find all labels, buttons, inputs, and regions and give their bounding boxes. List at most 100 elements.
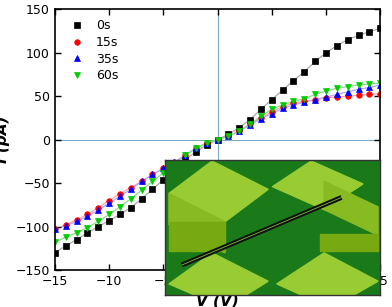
- 35s: [118, 194, 122, 198]
- 60s: [53, 240, 57, 244]
- Line: 60s: 60s: [52, 80, 383, 245]
- 15s: [139, 180, 144, 183]
- 15s: [150, 173, 155, 176]
- 15s: [194, 146, 198, 150]
- 60s: [237, 129, 241, 133]
- 15s: [248, 122, 252, 126]
- 0s: [302, 70, 307, 74]
- 60s: [96, 220, 101, 223]
- Polygon shape: [272, 161, 363, 210]
- 15s: [107, 199, 111, 202]
- Line: 0s: 0s: [52, 25, 383, 255]
- Legend: 0s, 15s, 35s, 60s: 0s, 15s, 35s, 60s: [61, 15, 122, 86]
- 60s: [226, 134, 231, 138]
- 35s: [107, 201, 111, 205]
- 60s: [64, 235, 68, 239]
- 60s: [378, 81, 383, 85]
- 0s: [215, 138, 220, 142]
- 15s: [129, 186, 133, 189]
- 60s: [107, 213, 111, 216]
- 0s: [226, 133, 231, 136]
- 0s: [74, 238, 79, 242]
- 35s: [248, 123, 252, 127]
- 0s: [378, 26, 383, 30]
- 35s: [215, 138, 220, 142]
- Polygon shape: [169, 253, 268, 307]
- 35s: [85, 214, 90, 218]
- X-axis label: V (V): V (V): [196, 293, 239, 307]
- 35s: [313, 98, 318, 102]
- 0s: [280, 88, 285, 92]
- 60s: [356, 83, 361, 87]
- 35s: [139, 180, 144, 183]
- 60s: [204, 141, 209, 145]
- 35s: [150, 173, 155, 176]
- 35s: [204, 141, 209, 145]
- Polygon shape: [169, 161, 268, 222]
- 0s: [367, 30, 372, 34]
- 60s: [248, 122, 252, 126]
- 15s: [378, 92, 383, 95]
- 60s: [215, 138, 220, 142]
- 0s: [183, 158, 187, 161]
- 60s: [302, 97, 307, 101]
- 60s: [291, 99, 296, 103]
- 60s: [367, 82, 372, 86]
- 0s: [324, 51, 328, 55]
- 15s: [334, 95, 339, 99]
- 0s: [53, 251, 57, 255]
- Line: 15s: 15s: [52, 91, 383, 232]
- 60s: [129, 197, 133, 201]
- 15s: [64, 223, 68, 227]
- 35s: [53, 227, 57, 231]
- 35s: [259, 117, 263, 121]
- 15s: [204, 141, 209, 145]
- 60s: [324, 89, 328, 93]
- 0s: [237, 126, 241, 129]
- 0s: [248, 118, 252, 122]
- 35s: [291, 103, 296, 107]
- 0s: [356, 33, 361, 37]
- 60s: [172, 162, 176, 166]
- 0s: [64, 244, 68, 248]
- 60s: [74, 231, 79, 235]
- 15s: [118, 192, 122, 196]
- 35s: [129, 187, 133, 191]
- 60s: [183, 154, 187, 157]
- 15s: [96, 206, 101, 209]
- 0s: [334, 44, 339, 48]
- 0s: [345, 38, 350, 41]
- 15s: [161, 166, 166, 170]
- 35s: [378, 83, 383, 87]
- 60s: [85, 226, 90, 229]
- 35s: [302, 100, 307, 104]
- 35s: [226, 134, 231, 138]
- 15s: [226, 134, 231, 138]
- 35s: [161, 166, 166, 170]
- 15s: [172, 161, 176, 164]
- Polygon shape: [320, 234, 378, 251]
- Polygon shape: [324, 181, 378, 235]
- 15s: [345, 94, 350, 98]
- 15s: [302, 99, 307, 103]
- Y-axis label: I (pA): I (pA): [0, 116, 10, 163]
- 35s: [64, 224, 68, 228]
- 35s: [345, 90, 350, 94]
- 0s: [107, 219, 111, 222]
- 35s: [334, 93, 339, 96]
- 15s: [53, 227, 57, 231]
- 0s: [118, 213, 122, 216]
- 15s: [269, 110, 274, 114]
- 0s: [96, 225, 101, 228]
- 35s: [280, 107, 285, 110]
- 15s: [367, 93, 372, 96]
- 15s: [280, 105, 285, 108]
- 15s: [215, 138, 220, 142]
- 0s: [172, 168, 176, 172]
- 0s: [150, 187, 155, 191]
- 60s: [139, 188, 144, 192]
- 35s: [183, 154, 187, 157]
- 0s: [161, 178, 166, 181]
- 35s: [269, 112, 274, 115]
- Polygon shape: [277, 253, 378, 307]
